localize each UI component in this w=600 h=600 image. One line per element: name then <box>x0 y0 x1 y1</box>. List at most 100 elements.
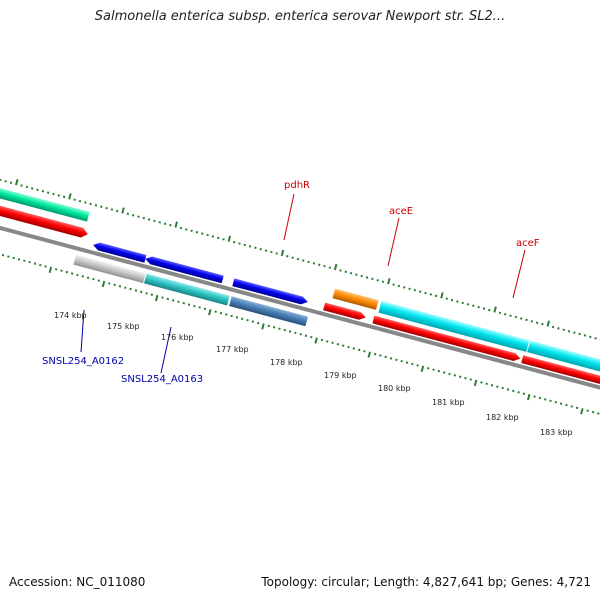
minor-tick <box>400 359 403 363</box>
minor-tick <box>472 304 475 307</box>
minor-tick <box>448 372 451 376</box>
minor-tick <box>187 303 191 306</box>
ruler-label: 183 kbp <box>540 428 573 437</box>
minor-tick <box>142 216 146 220</box>
major-tick <box>367 351 372 358</box>
minor-tick <box>129 287 132 291</box>
major-tick <box>154 294 159 302</box>
major-tick <box>208 309 212 316</box>
minor-tick <box>17 258 21 261</box>
gene-teal <box>144 273 230 306</box>
minor-tick <box>530 320 534 323</box>
genome-backbone <box>0 212 600 402</box>
minor-tick <box>60 269 63 272</box>
callout-SNSL254_A0162 <box>80 309 85 353</box>
minor-tick <box>299 333 302 336</box>
major-tick <box>420 365 425 372</box>
minor-tick <box>591 410 595 414</box>
minor-tick <box>256 321 260 325</box>
minor-tick <box>7 255 10 258</box>
ruler-label: 175 kbp <box>107 322 140 331</box>
gene-label-SNSL254_A0163: SNSL254_A0163 <box>121 374 203 385</box>
minor-tick <box>427 367 430 370</box>
minor-tick <box>248 245 252 248</box>
minor-tick <box>89 202 92 206</box>
minor-tick <box>403 286 406 289</box>
major-tick <box>546 320 551 327</box>
minor-tick <box>392 283 395 286</box>
minor-tick <box>389 357 393 360</box>
accession-label: Accession: NC_011080 <box>9 575 146 589</box>
minor-tick <box>25 185 29 189</box>
minor-tick <box>145 292 148 295</box>
minor-tick <box>349 272 353 275</box>
major-tick <box>261 323 265 330</box>
minor-tick <box>360 274 363 278</box>
ruler-label: 181 kbp <box>432 398 465 407</box>
minor-tick <box>496 385 499 388</box>
minor-tick <box>541 322 544 326</box>
major-tick <box>473 379 478 387</box>
minor-tick <box>86 276 90 279</box>
gene-label-SNSL254_A0162: SNSL254_A0162 <box>42 356 124 367</box>
minor-tick <box>554 400 558 404</box>
minor-tick <box>522 392 526 395</box>
minor-tick <box>126 212 130 216</box>
minor-tick <box>296 257 300 261</box>
minor-tick <box>575 406 579 410</box>
minor-tick <box>57 194 60 197</box>
major-tick <box>333 263 338 271</box>
major-tick <box>493 306 497 313</box>
minor-tick <box>137 215 140 218</box>
major-tick <box>280 249 285 257</box>
minor-tick <box>347 345 350 349</box>
major-tick <box>48 266 53 273</box>
minor-tick <box>286 255 289 258</box>
major-tick <box>440 292 444 299</box>
minor-tick <box>182 301 185 305</box>
minor-tick <box>352 347 356 350</box>
topology-label: Topology: circular; Length: 4,827,641 bp… <box>261 575 591 589</box>
minor-tick <box>216 236 220 240</box>
minor-tick <box>355 273 358 276</box>
minor-tick <box>52 192 55 196</box>
minor-tick <box>557 327 560 330</box>
minor-tick <box>413 288 417 292</box>
ruler-label: 177 kbp <box>216 345 249 354</box>
gene-mint-edge <box>0 182 90 222</box>
minor-tick <box>185 228 188 231</box>
minor-tick <box>445 297 448 300</box>
gene-label-aceF: aceF <box>516 238 540 249</box>
major-tick <box>387 278 391 285</box>
major-tick <box>121 207 125 214</box>
minor-tick <box>283 328 286 332</box>
minor-tick <box>39 263 42 267</box>
minor-tick <box>384 355 387 359</box>
minor-tick <box>124 286 127 289</box>
minor-tick <box>411 362 414 366</box>
minor-tick <box>549 399 552 403</box>
minor-tick <box>567 329 571 333</box>
minor-tick <box>429 293 433 296</box>
minor-tick <box>424 291 427 295</box>
minor-tick <box>264 249 268 252</box>
minor-tick <box>158 221 161 224</box>
minor-tick <box>1 253 5 257</box>
gene-aceF <box>527 340 600 381</box>
minor-tick <box>254 246 257 250</box>
minor-tick <box>214 310 217 313</box>
minor-tick <box>432 368 435 371</box>
minor-tick <box>232 240 236 244</box>
gene-blue-c <box>232 278 308 305</box>
minor-tick <box>97 279 100 282</box>
ruler-label: 179 kbp <box>324 371 357 380</box>
minor-tick <box>328 266 332 269</box>
minor-tick <box>538 396 542 400</box>
minor-tick <box>501 386 504 390</box>
callout-aceE <box>387 217 400 267</box>
major-tick <box>227 235 232 242</box>
forward-strand <box>0 182 600 381</box>
minor-tick <box>219 311 223 315</box>
minor-tick <box>201 232 204 235</box>
